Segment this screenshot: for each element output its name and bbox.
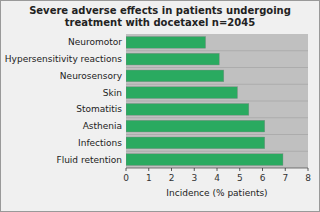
bar [126,37,206,49]
x-tick [126,168,127,171]
category-label: Stomatitis [76,104,122,114]
category-label: Infections [78,138,122,148]
plot-area [126,34,308,168]
x-tick-label: 3 [191,173,197,183]
separator [126,134,308,135]
chart: Severe adverse effects in patients under… [0,0,320,212]
x-tick-label: 1 [146,173,152,183]
x-tick [239,168,240,171]
separator [126,101,308,102]
x-tick [308,168,309,171]
category-label: Skin [103,88,122,98]
x-axis-label: Incidence (% patients) [166,188,267,198]
x-tick-label: 8 [305,173,311,183]
x-tick [262,168,263,171]
x-tick [194,168,195,171]
bar [126,53,219,65]
x-tick [217,168,218,171]
x-tick [285,168,286,171]
background [1,1,320,212]
x-tick-label: 0 [123,173,129,183]
category-label: Asthenia [83,121,122,131]
separator [126,151,308,152]
x-tick-label: 6 [260,173,266,183]
x-tick [171,168,172,171]
title-line: treatment with docetaxel n=2045 [65,17,255,28]
category-label: Neuromotor [68,37,122,47]
separator [126,84,308,85]
category-label: Fluid retention [56,155,122,165]
category-label: Neurosensory [60,71,123,81]
title-line: Severe adverse effects in patients under… [29,5,291,16]
separator [126,67,308,68]
bar [126,137,265,149]
category-label: Hypersensitivity reactions [5,54,122,64]
bars [126,37,283,166]
bar [126,120,265,132]
x-tick [148,168,149,171]
bar [126,87,237,99]
separator [126,117,308,118]
separator [126,50,308,51]
x-tick-label: 4 [214,173,220,183]
bar [126,104,249,116]
x-tick-label: 7 [282,173,288,183]
x-tick-label: 2 [169,173,175,183]
x-tick-label: 5 [237,173,243,183]
title: Severe adverse effects in patients under… [29,5,291,28]
bar [126,154,283,166]
bar [126,70,224,82]
